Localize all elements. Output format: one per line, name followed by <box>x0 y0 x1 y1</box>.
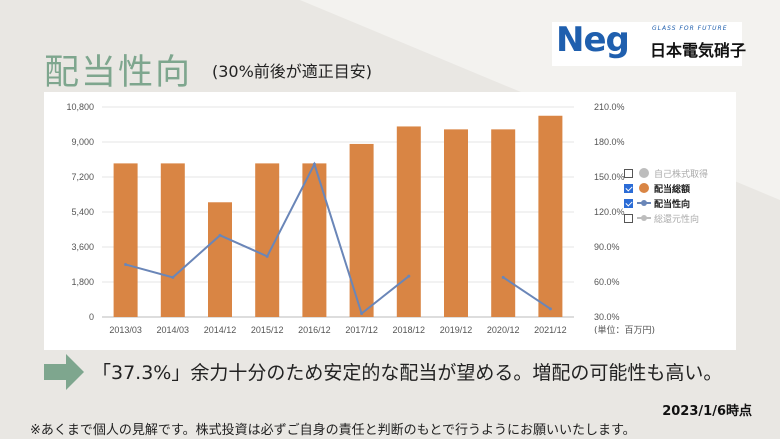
bar <box>160 163 185 317</box>
x-tick-label: 2017/12 <box>345 325 378 335</box>
line-marker-icon <box>637 198 651 208</box>
legend-item[interactable]: 配当性向 <box>624 196 708 210</box>
company-logo <box>552 22 742 66</box>
x-tick-label: 2018/12 <box>393 325 426 335</box>
right-tick-label: 60.0% <box>594 277 620 287</box>
ratio-point <box>548 307 552 311</box>
x-tick-label: 2014/12 <box>204 325 237 335</box>
logo-brand: Neg <box>556 20 630 60</box>
right-tick-label: 120.0% <box>594 207 625 217</box>
bar <box>349 143 374 317</box>
bar <box>208 202 232 317</box>
page-subtitle: (30%前後が適正目安) <box>212 62 373 81</box>
x-tick-label: 2016/12 <box>298 325 331 335</box>
legend-item[interactable]: 配当総額 <box>624 181 708 195</box>
left-tick-label: 7,200 <box>71 172 94 182</box>
left-tick-label: 9,000 <box>71 137 94 147</box>
legend-checkbox[interactable] <box>624 168 633 178</box>
legend-label: 総還元性向 <box>654 214 700 225</box>
ratio-point <box>501 275 505 279</box>
legend-checkbox[interactable] <box>624 213 633 223</box>
legend-item[interactable]: 総還元性向 <box>624 211 708 225</box>
ratio-point <box>265 254 269 258</box>
logo-tagline: GLASS FOR FUTURE <box>652 25 728 32</box>
page-title: 配当性向 <box>44 53 193 93</box>
ratio-point <box>218 233 222 237</box>
logo-company-name: 日本電気硝子 <box>650 41 747 60</box>
right-tick-label: 90.0% <box>594 242 620 252</box>
chart-legend: 自己株式取得 配当総額配当性向総還元性向 <box>624 166 708 226</box>
as-of-date: 2023/1/6時点 <box>662 404 752 419</box>
bar <box>491 129 516 317</box>
ratio-point <box>360 312 364 315</box>
right-tick-label: 180.0% <box>594 137 625 147</box>
chart-panel <box>44 92 736 350</box>
left-tick-label: 0 <box>89 312 94 322</box>
ratio-point <box>171 275 175 279</box>
x-tick-label: 2013/03 <box>109 325 142 335</box>
x-tick-label: 2015/12 <box>251 325 284 335</box>
bar <box>113 163 138 317</box>
bar <box>444 129 468 317</box>
unit-label: (単位：百万円) <box>594 324 655 336</box>
x-tick-label: 2021/12 <box>534 325 567 335</box>
ratio-line <box>502 276 551 310</box>
right-tick-label: 30.0% <box>594 312 620 322</box>
legend-label: 配当総額 <box>654 184 691 195</box>
ratio-point <box>407 274 411 278</box>
right-tick-label: 210.0% <box>594 102 625 112</box>
x-tick-label: 2014/03 <box>157 325 190 335</box>
right-tick-label: 150.0% <box>594 172 625 182</box>
left-tick-label: 5,400 <box>71 207 94 217</box>
legend-checkbox[interactable] <box>624 183 633 193</box>
x-tick-label: 2019/12 <box>440 325 473 335</box>
legend-checkbox[interactable] <box>624 198 633 208</box>
ratio-point <box>124 263 128 266</box>
dot-marker-icon <box>637 168 651 178</box>
ratio-point <box>312 162 316 166</box>
bar <box>538 115 563 317</box>
dividend-chart: 0 1,800 3,600 5,400 7,200 9,000 10,800 30.0% 60.… <box>66 102 655 336</box>
left-tick-label: 10,800 <box>66 102 94 112</box>
line-marker-icon <box>637 213 651 223</box>
arrow-right-icon <box>44 354 84 390</box>
bar <box>396 126 421 317</box>
bar <box>302 163 327 317</box>
disclaimer: ※あくまで個人の見解です。株式投資は必ずご自身の責任と判断のもとで行うようにお願… <box>30 423 636 438</box>
dot-marker-icon <box>637 183 651 193</box>
left-tick-label: 3,600 <box>71 242 94 252</box>
summary-message: 「37.3%」余力十分のため安定的な配当が望める。増配の可能性も高い。 <box>92 362 723 384</box>
x-tick-label: 2020/12 <box>487 325 520 335</box>
left-tick-label: 1,800 <box>71 277 94 287</box>
legend-label: 自己株式取得 <box>654 169 709 180</box>
legend-label: 配当性向 <box>654 199 691 210</box>
legend-item[interactable]: 自己株式取得 <box>624 166 708 180</box>
